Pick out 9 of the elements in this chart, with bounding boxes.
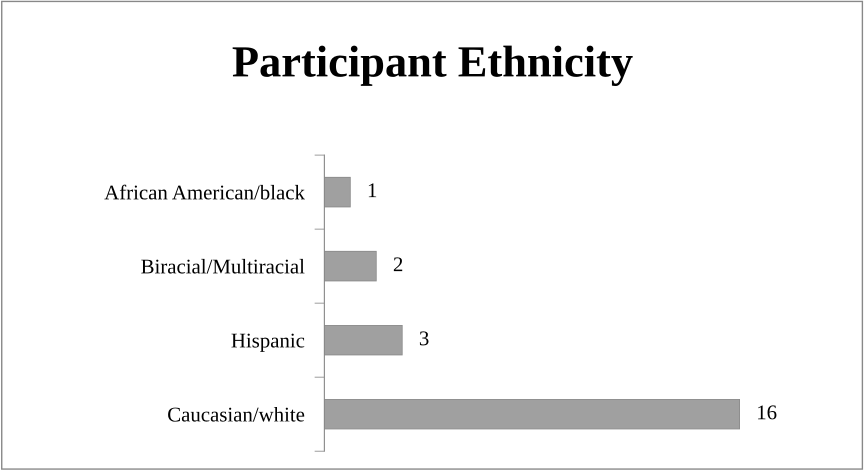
data-label: 2 (394, 257, 402, 272)
y-tick-label: Hispanic (231, 334, 304, 352)
y-tick-label: Biracial/Multiracial (141, 258, 305, 274)
data-label: 16 (758, 405, 776, 420)
data-label: 3 (420, 331, 428, 346)
data-label: 1 (368, 183, 376, 198)
y-tick-label: Caucasian/white (168, 406, 304, 422)
chart-title: Participant Ethnicity (232, 46, 633, 86)
y-tick-label: African American/black (104, 184, 305, 200)
